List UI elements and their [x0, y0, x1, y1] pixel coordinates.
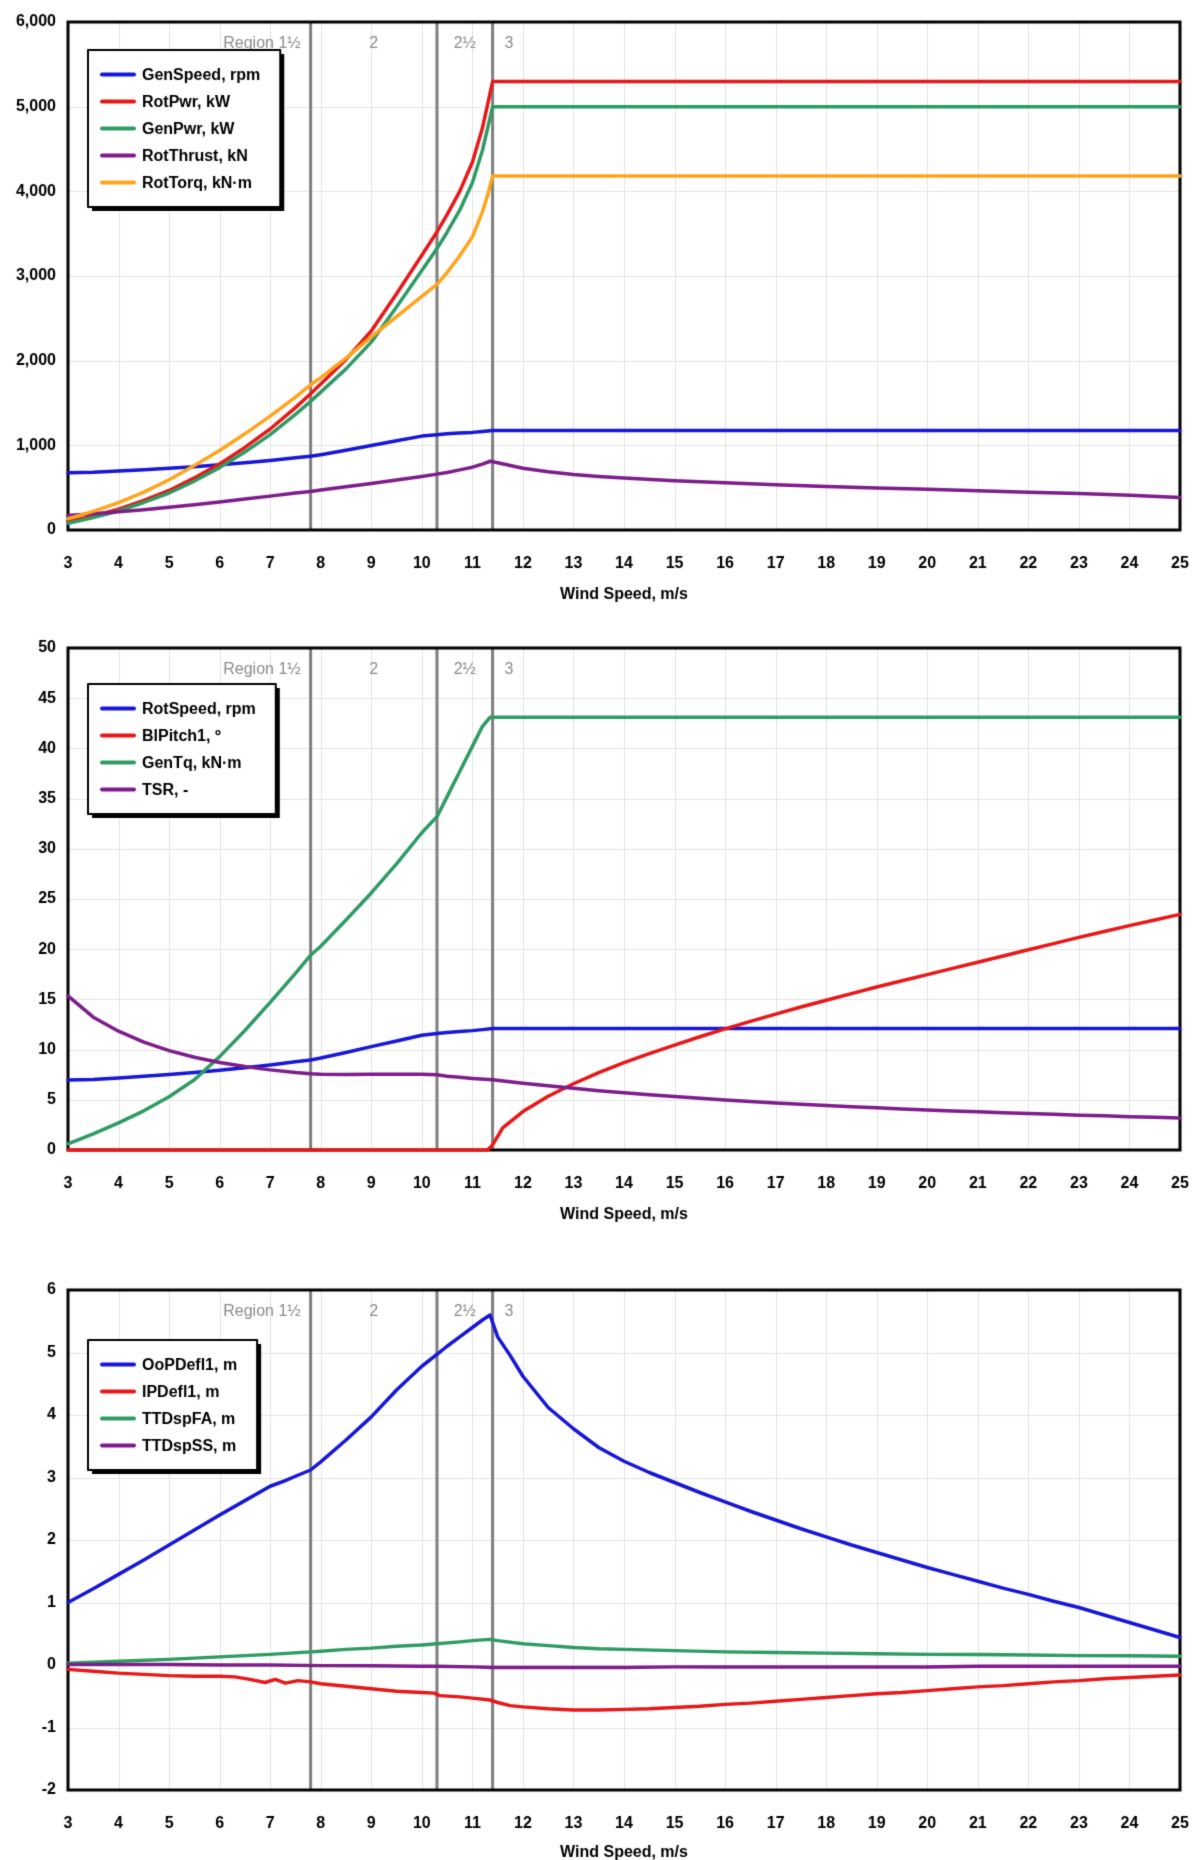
chart-deflections: [0, 1240, 1200, 1860]
chart-power-speed-thrust-torque: [0, 0, 1200, 620]
chart-deflections-canvas: [0, 1240, 1200, 1860]
chart-power-speed-thrust-torque-canvas: [0, 0, 1200, 620]
chart-rotspeed-pitch-gentq-tsr-canvas: [0, 620, 1200, 1240]
chart-rotspeed-pitch-gentq-tsr: [0, 620, 1200, 1240]
